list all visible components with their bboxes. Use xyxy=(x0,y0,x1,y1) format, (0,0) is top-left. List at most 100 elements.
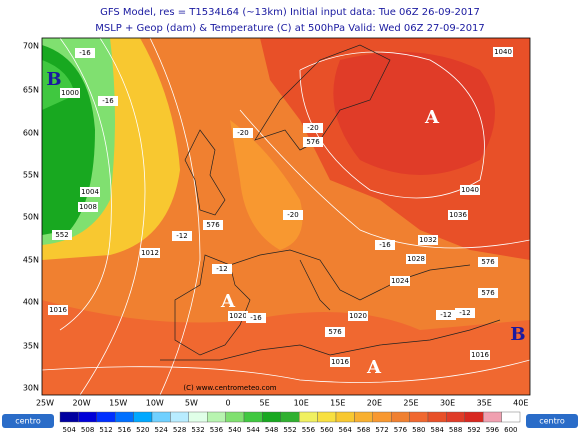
header-line1: GFS Model, res = T1534L64 (~13km) Initia… xyxy=(100,7,480,18)
lat-label: 65N xyxy=(23,86,39,95)
map-label: 1016 xyxy=(49,306,67,314)
map-label: 1040 xyxy=(494,48,512,56)
colorbar-label: 584 xyxy=(431,426,445,434)
map-label: 1016 xyxy=(331,358,349,366)
lon-label: 0 xyxy=(225,399,230,408)
map-label: -12 xyxy=(459,309,470,317)
colorbar-label: 568 xyxy=(357,426,370,434)
low-center: B xyxy=(510,324,525,345)
label-box xyxy=(330,357,350,367)
label-box xyxy=(233,128,253,138)
label-box xyxy=(348,311,368,321)
lon-label: 25E xyxy=(403,399,418,408)
colorbar-swatch xyxy=(299,411,318,423)
label-box xyxy=(460,185,480,195)
map-label: 1016 xyxy=(471,351,489,359)
label-box xyxy=(470,350,490,360)
field-red-core xyxy=(333,52,495,175)
colorbar-label: 508 xyxy=(81,426,94,434)
label-box xyxy=(375,240,395,250)
isobar xyxy=(59,38,112,331)
colorbar-label: 588 xyxy=(449,426,462,434)
label-box xyxy=(478,288,498,298)
colorbar-swatch xyxy=(427,411,447,423)
logo-text: centro xyxy=(15,417,41,426)
isobar xyxy=(149,38,201,395)
logo-text: centro xyxy=(539,417,565,426)
colorbar-label: 528 xyxy=(173,426,186,434)
logo-left: centro xyxy=(2,414,54,428)
colorbar-label: 600 xyxy=(504,426,517,434)
colorbar-label: 592 xyxy=(467,426,480,434)
lon-label: 20E xyxy=(367,399,382,408)
colorbar-swatch xyxy=(206,411,226,423)
lat-label: 30N xyxy=(23,384,39,393)
lat-label: 50N xyxy=(23,213,39,222)
map-label: 1004 xyxy=(81,188,99,196)
lon-label: 15E xyxy=(330,399,345,408)
colorbar-swatch xyxy=(114,411,134,423)
map-label: -20 xyxy=(307,124,318,132)
label-box xyxy=(448,210,468,220)
lon-label: 5E xyxy=(260,399,270,408)
colorbar-label: 516 xyxy=(118,426,132,434)
colorbar-label: 536 xyxy=(210,426,224,434)
label-box xyxy=(172,231,192,241)
colorbar-swatch xyxy=(96,411,116,423)
label-box xyxy=(406,254,426,264)
colorbar-swatch xyxy=(78,411,98,423)
label-box xyxy=(303,123,323,133)
high-center: A xyxy=(366,357,382,378)
scandinavia xyxy=(254,44,391,151)
label-box xyxy=(52,230,72,240)
label-box xyxy=(478,257,498,267)
label-box xyxy=(60,88,80,98)
colorbar-label: 564 xyxy=(339,426,353,434)
logo-box xyxy=(526,414,578,428)
colorbar-swatch xyxy=(501,411,521,423)
map-label: 1020 xyxy=(349,312,367,320)
italy xyxy=(299,259,331,311)
label-box xyxy=(212,264,232,274)
lon-label: 5W xyxy=(185,399,198,408)
lat-label: 45N xyxy=(23,256,39,265)
map-label: 1020 xyxy=(229,312,247,320)
colorbar-label: 544 xyxy=(247,426,261,434)
lon-label: 35E xyxy=(477,399,492,408)
colorbar-label: 596 xyxy=(486,426,500,434)
isolines xyxy=(42,38,530,395)
colorbar-label: 504 xyxy=(63,426,77,434)
iberia xyxy=(174,254,251,356)
britain xyxy=(184,129,226,216)
label-box xyxy=(325,327,345,337)
isobar xyxy=(79,38,146,395)
colorbar-label: 560 xyxy=(320,426,333,434)
lon-label: 40E xyxy=(513,399,528,408)
colorbar-swatch xyxy=(59,411,79,423)
map-label: 1008 xyxy=(79,203,97,211)
colorbar-label: 576 xyxy=(394,426,408,434)
colorbar-swatch xyxy=(317,411,337,423)
lon-label: 20W xyxy=(73,399,91,408)
isobar xyxy=(299,51,485,199)
lat-label: 60N xyxy=(23,129,39,138)
colorbar-label: 548 xyxy=(265,426,278,434)
logo-box xyxy=(2,414,54,428)
colorbar-label: 556 xyxy=(302,426,316,434)
label-box xyxy=(80,187,100,197)
map-label: -12 xyxy=(216,265,227,273)
lat-label: 55N xyxy=(23,171,39,180)
map-label: -12 xyxy=(440,311,451,319)
colorbar-swatch xyxy=(409,411,429,423)
label-box xyxy=(75,48,95,58)
map-label: 576 xyxy=(481,289,495,297)
lon-label: 10W xyxy=(146,399,164,408)
map-label: -16 xyxy=(379,241,391,249)
map-label: 1036 xyxy=(449,211,467,219)
map-label: -12 xyxy=(176,232,187,240)
colorbar-swatch xyxy=(354,411,373,423)
label-box xyxy=(303,137,323,147)
colorbar-label: 512 xyxy=(99,426,112,434)
map-label: 1000 xyxy=(61,89,79,97)
